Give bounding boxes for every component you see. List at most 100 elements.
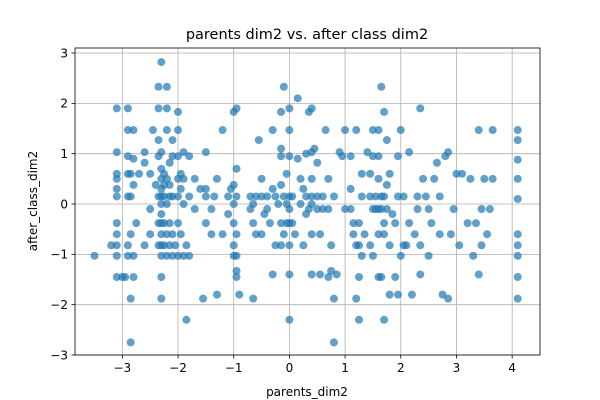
scatter-point xyxy=(366,169,375,178)
scatter-point xyxy=(324,205,333,214)
scatter-point xyxy=(474,126,483,135)
scatter-point xyxy=(162,126,171,135)
scatter-point xyxy=(112,169,121,178)
scatter-point xyxy=(458,169,467,178)
scatter-point xyxy=(435,230,444,239)
scatter-point xyxy=(282,169,291,178)
scatter-point xyxy=(201,219,210,228)
scatter-point xyxy=(413,192,422,201)
x-axis-ticks: −3 −2 −1 0 1 2 3 4 xyxy=(113,355,516,375)
scatter-point xyxy=(307,200,316,209)
scatter-point xyxy=(380,107,389,116)
scatter-point xyxy=(201,184,210,193)
scatter-point xyxy=(391,219,400,228)
scatter-point xyxy=(366,241,375,250)
scatter-point xyxy=(313,158,322,167)
scatter-point xyxy=(129,180,138,189)
scatter-point xyxy=(346,184,355,193)
scatter-point xyxy=(374,152,383,161)
scatter-point xyxy=(293,154,302,163)
scatter-point xyxy=(165,180,174,189)
scatter-point xyxy=(355,272,364,281)
scatter-point xyxy=(174,126,183,135)
scatter-point xyxy=(232,266,241,275)
scatter-point xyxy=(213,290,222,299)
scatter-point xyxy=(449,205,458,214)
scatter-point xyxy=(162,200,171,209)
scatter-point xyxy=(313,205,322,214)
scatter-point xyxy=(310,144,319,153)
scatter-point xyxy=(469,251,478,260)
scatter-point xyxy=(410,230,419,239)
y-axis-ticks: −3 −2 −1 0 1 2 3 xyxy=(50,46,75,362)
scatter-point xyxy=(277,180,286,189)
scatter-point xyxy=(360,230,369,239)
scatter-point xyxy=(438,290,447,299)
scatter-point xyxy=(168,136,177,145)
scatter-point xyxy=(513,251,522,260)
scatter-point xyxy=(432,158,441,167)
scatter-point xyxy=(385,169,394,178)
scatter-point xyxy=(165,219,174,228)
scatter-point xyxy=(279,230,288,239)
scatter-point xyxy=(112,219,121,228)
scatter-point xyxy=(179,174,188,183)
scatter-point xyxy=(263,205,272,214)
scatter-point xyxy=(368,152,377,161)
scatter-point xyxy=(112,104,121,113)
scatter-point xyxy=(168,152,177,161)
scatter-point xyxy=(316,270,325,279)
y-tick-label: 1 xyxy=(60,147,68,161)
scatter-point xyxy=(179,200,188,209)
scatter-point xyxy=(174,219,183,228)
scatter-point xyxy=(349,230,358,239)
scatter-point xyxy=(296,174,305,183)
scatter-point xyxy=(463,219,472,228)
scatter-point xyxy=(182,241,191,250)
scatter-point xyxy=(218,230,227,239)
scatter-point xyxy=(307,174,316,183)
scatter-point xyxy=(190,205,199,214)
scatter-point xyxy=(174,152,183,161)
scatter-point xyxy=(112,272,121,281)
scatter-point xyxy=(338,152,347,161)
scatter-point xyxy=(302,192,311,201)
scatter-point xyxy=(290,230,299,239)
scatter-point xyxy=(513,155,522,164)
x-tick-label: −2 xyxy=(169,361,187,375)
scatter-point xyxy=(271,241,280,250)
scatter-point xyxy=(477,241,486,250)
scatter-point xyxy=(355,219,364,228)
scatter-point xyxy=(168,192,177,201)
scatter-point xyxy=(201,148,210,157)
scatter-point xyxy=(421,192,430,201)
y-tick-label: 0 xyxy=(60,197,68,211)
scatter-point xyxy=(157,58,166,67)
scatter-point xyxy=(416,241,425,250)
scatter-point xyxy=(160,192,169,201)
scatter-point xyxy=(112,230,121,239)
x-tick-label: 0 xyxy=(286,361,294,375)
scatter-point xyxy=(107,241,116,250)
scatter-point xyxy=(160,241,169,250)
scatter-point xyxy=(201,192,210,201)
scatter-point xyxy=(154,104,163,113)
scatter-point xyxy=(179,251,188,260)
x-tick-label: 2 xyxy=(397,361,405,375)
scatter-point xyxy=(162,230,171,239)
scatter-point xyxy=(176,184,185,193)
scatter-point xyxy=(268,270,277,279)
scatter-point xyxy=(157,251,166,260)
scatter-point xyxy=(207,230,216,239)
scatter-point xyxy=(129,154,138,163)
scatter-point xyxy=(268,126,277,135)
scatter-point xyxy=(126,230,135,239)
scatter-point xyxy=(307,230,316,239)
scatter-point xyxy=(485,205,494,214)
scatter-point xyxy=(140,158,149,167)
y-tick-label: −2 xyxy=(50,298,68,312)
scatter-point xyxy=(218,126,227,135)
scatter-point xyxy=(274,200,283,209)
scatter-point xyxy=(140,241,149,250)
